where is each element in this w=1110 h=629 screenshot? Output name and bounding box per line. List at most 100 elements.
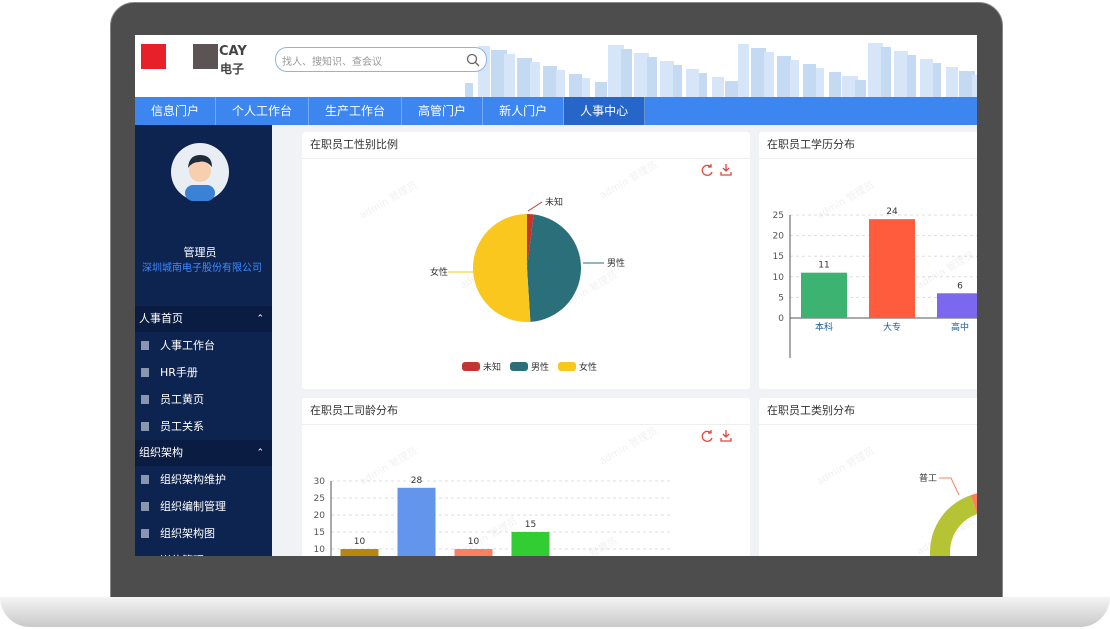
building xyxy=(699,73,707,97)
building xyxy=(556,70,565,97)
nav-item[interactable]: 新人门户 xyxy=(483,97,565,125)
nav-item[interactable]: 个人工作台 xyxy=(216,97,310,125)
panel: 在职员工司龄分布 admin 管理员 admin 管理员 admin 管理员 admin… xyxy=(302,398,750,556)
y-tick-label: 20 xyxy=(314,511,326,521)
slice-label: 女性 xyxy=(430,266,448,278)
chart-tools xyxy=(701,164,732,176)
building xyxy=(803,64,816,97)
collapse-arrow[interactable]: ⌃ xyxy=(256,448,264,458)
building xyxy=(933,63,941,97)
menu-item[interactable]: 岗位管理 xyxy=(135,547,272,556)
x-tick-label: 大专 xyxy=(883,321,901,333)
building xyxy=(465,83,473,97)
search-icon[interactable] xyxy=(466,53,480,67)
building xyxy=(569,74,582,97)
menu-item[interactable]: 组织架构图 xyxy=(135,520,272,547)
legend-label[interactable]: 未知 xyxy=(483,361,501,373)
building xyxy=(868,43,883,97)
pie-slice xyxy=(527,214,534,268)
building xyxy=(595,82,607,97)
data-label: 11 xyxy=(818,261,829,271)
building xyxy=(647,57,657,97)
building xyxy=(790,60,799,97)
building xyxy=(920,59,933,97)
bar xyxy=(801,272,847,318)
data-label: 15 xyxy=(525,520,536,530)
building xyxy=(764,52,774,97)
donut-segment xyxy=(930,495,977,556)
building xyxy=(907,55,916,97)
refresh-icon[interactable] xyxy=(701,164,713,176)
building xyxy=(530,62,540,97)
pie-slice xyxy=(472,214,531,322)
building xyxy=(738,44,749,97)
nav-bar: 信息门户 个人工作台 生产工作台 高管门户 新人门户 人事中心 xyxy=(135,97,977,125)
legend-swatch[interactable] xyxy=(510,362,528,371)
building xyxy=(543,66,557,97)
menu-section[interactable]: 组织架构 ⌃ xyxy=(135,440,272,466)
slice-label: 男性 xyxy=(607,257,625,269)
building xyxy=(725,81,741,97)
building xyxy=(842,76,858,97)
x-tick-label: 本科 xyxy=(815,321,833,333)
logo-text: CAY xyxy=(219,44,247,59)
menu-item[interactable]: 员工关系 xyxy=(135,413,272,440)
menu-item[interactable]: 组织编制管理 xyxy=(135,493,272,520)
y-tick-label: 10 xyxy=(314,545,326,555)
bar xyxy=(937,293,977,318)
logo-sub: 电子 xyxy=(220,62,245,76)
legend-swatch[interactable] xyxy=(558,362,576,371)
y-tick-label: 15 xyxy=(314,528,325,538)
avatar xyxy=(171,143,229,201)
building xyxy=(881,47,891,97)
menu-item[interactable]: 员工黄页 xyxy=(135,386,272,413)
skyline xyxy=(465,43,977,97)
nav-item[interactable]: 信息门户 xyxy=(135,97,217,125)
menu-item[interactable]: HR手册 xyxy=(135,359,272,386)
refresh-icon[interactable] xyxy=(701,430,713,442)
panel-title: 在职员工司龄分布 xyxy=(302,398,750,425)
data-label: 10 xyxy=(354,537,366,547)
sidebar: 管理员 深圳城南电子股份有限公司 人事首页 ⌃ 人事工作台 HR手册 员工黄页 员工关系组… xyxy=(135,125,272,556)
building xyxy=(777,56,791,97)
collapse-arrow[interactable]: ⌃ xyxy=(256,314,264,324)
menu-section[interactable]: 人事首页 ⌃ xyxy=(135,306,272,332)
building xyxy=(660,61,674,97)
screen: CAY 电子 找人、搜知识、查会议 信息门户 个人工作台 生产工作台 高管门户 新人门户… xyxy=(135,35,977,556)
building xyxy=(673,65,682,97)
watermark: admin 管理员 xyxy=(597,425,659,468)
company-name: 深圳城南电子股份有限公司 xyxy=(142,263,262,274)
pie-slice xyxy=(527,214,581,322)
nav-item[interactable]: 生产工作台 xyxy=(309,97,403,125)
legend-label[interactable]: 女性 xyxy=(579,361,597,373)
panel-title: 在职员工类别分布 xyxy=(759,398,977,425)
download-icon[interactable] xyxy=(720,164,732,176)
bar xyxy=(511,532,550,556)
leader-line xyxy=(939,477,960,496)
legend-swatch[interactable] xyxy=(462,362,480,371)
watermark: admin 管理员 xyxy=(814,444,876,488)
legend-label[interactable]: 男性 xyxy=(531,361,549,373)
logo-mark xyxy=(141,44,166,69)
nav-item[interactable]: 高管门户 xyxy=(402,97,484,125)
y-tick-label: 25 xyxy=(314,494,325,504)
y-tick-label: 30 xyxy=(314,477,326,487)
bar xyxy=(454,549,493,556)
search-box[interactable]: 找人、搜知识、查会议 xyxy=(275,47,487,72)
download-icon[interactable] xyxy=(720,430,732,442)
menu-item[interactable]: 组织架构维护 xyxy=(135,466,272,493)
slice-label: 未知 xyxy=(545,196,563,208)
building xyxy=(517,58,532,97)
bar xyxy=(340,549,379,556)
nav-item[interactable]: 人事中心 xyxy=(564,97,646,125)
building xyxy=(712,77,724,97)
y-tick-label: 5 xyxy=(778,293,784,303)
menu-item[interactable]: 人事工作台 xyxy=(135,332,272,359)
header: CAY 电子 找人、搜知识、查会议 xyxy=(135,35,977,97)
donut-segment xyxy=(970,493,977,514)
data-label: 28 xyxy=(411,476,423,486)
